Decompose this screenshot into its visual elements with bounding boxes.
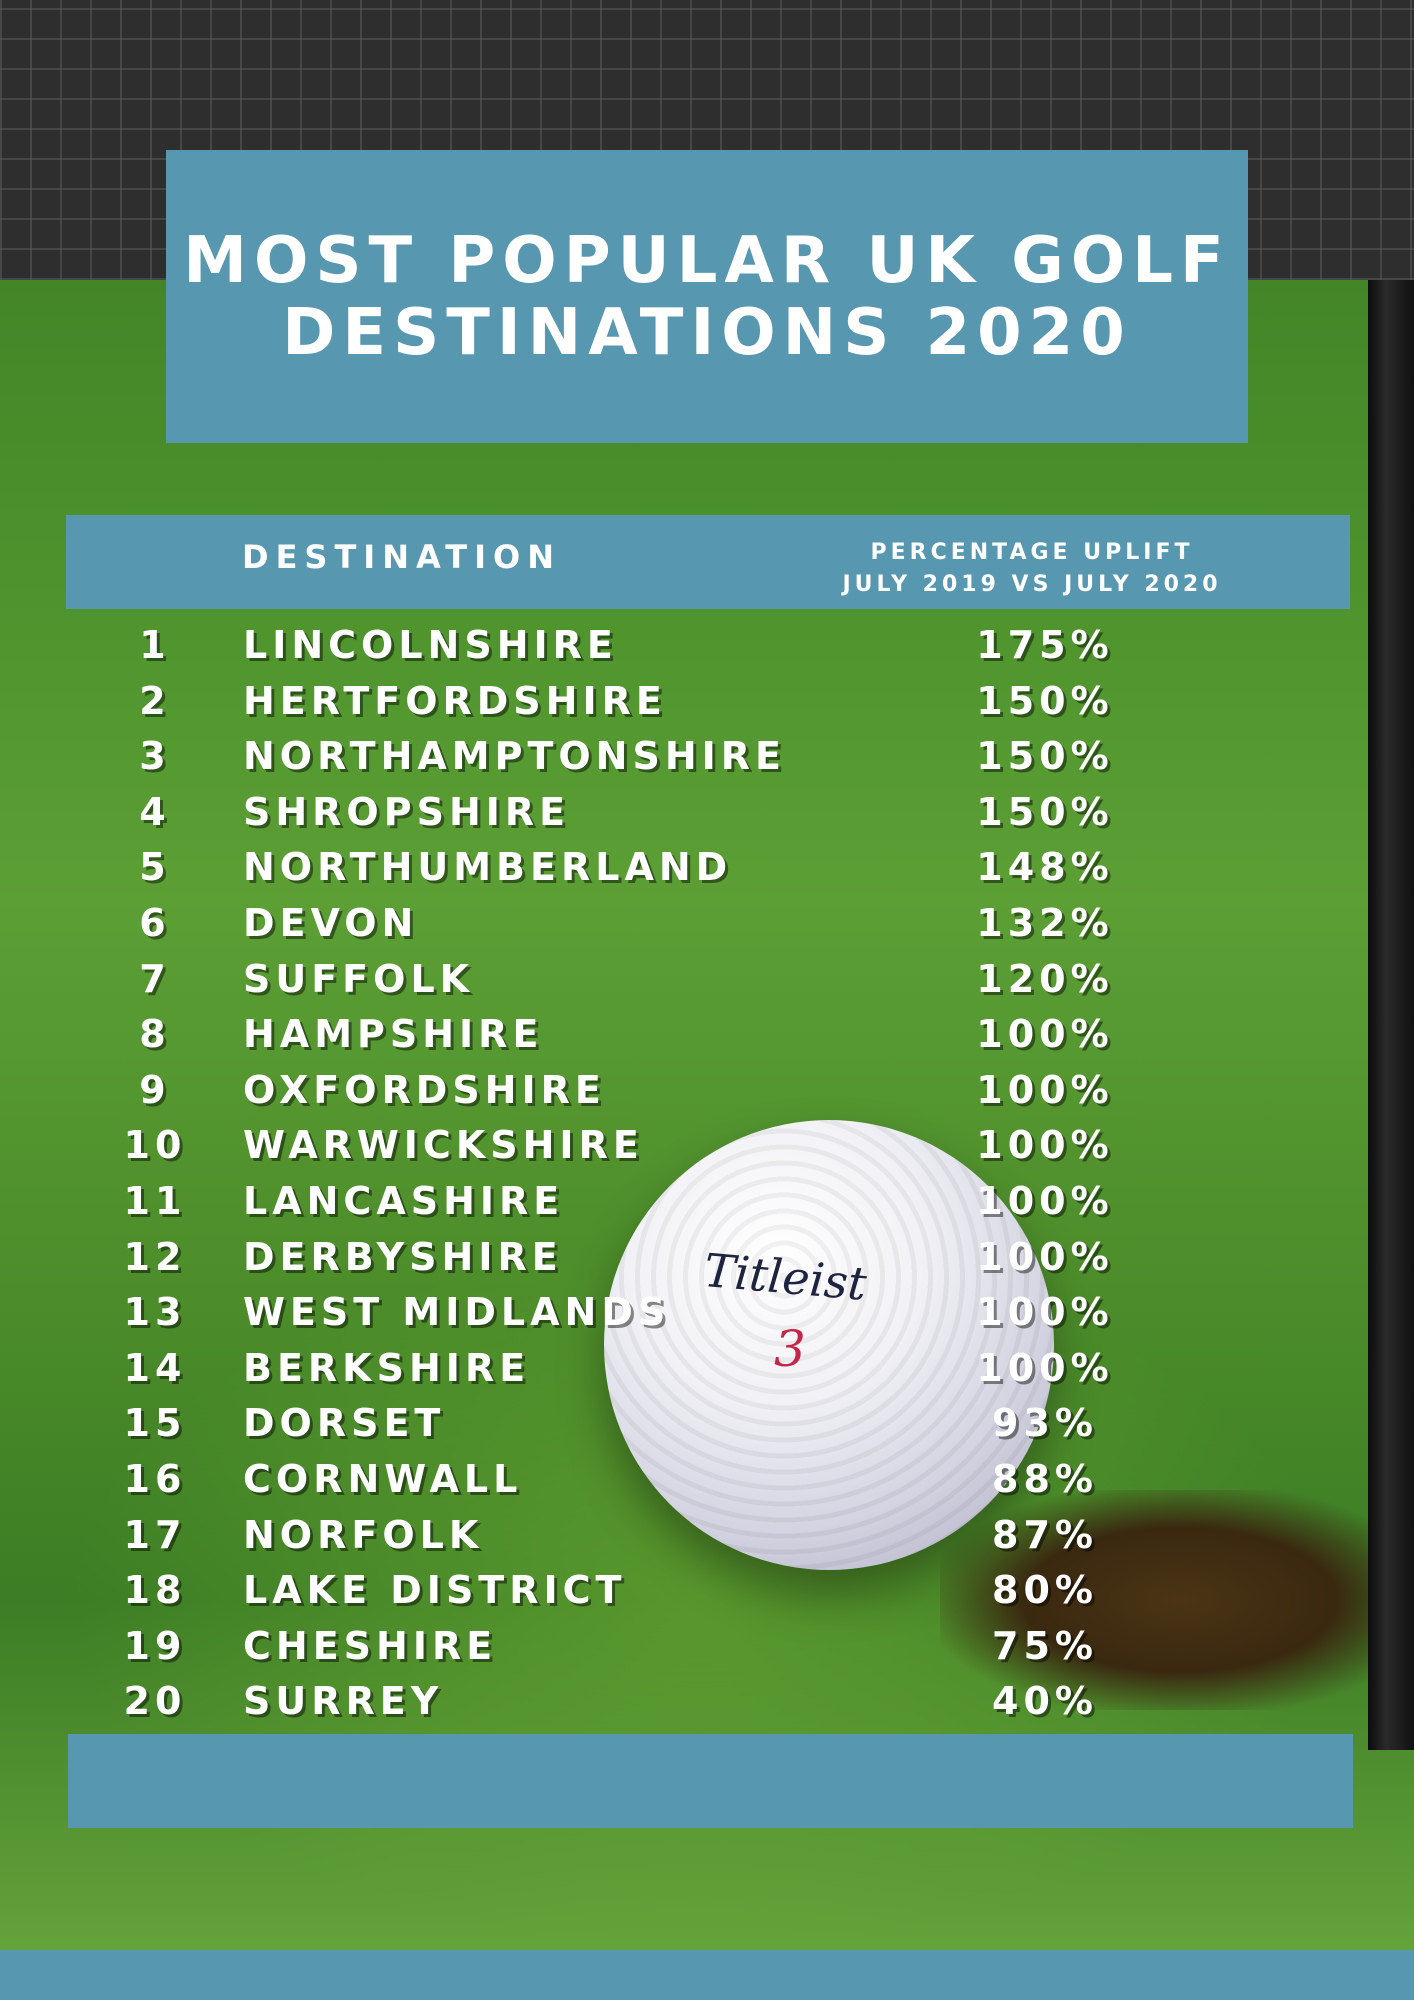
rank-cell: 13 <box>123 1290 187 1335</box>
rank-cell: 18 <box>123 1568 187 1613</box>
table-row: 14 BERKSHIRE 100% <box>0 1341 1414 1397</box>
rank-cell: 14 <box>123 1345 187 1390</box>
uplift-cell: 100% <box>976 1178 1114 1223</box>
table-row: 5 NORTHUMBERLAND 148% <box>0 840 1414 896</box>
uplift-cell: 100% <box>976 1012 1114 1057</box>
uplift-cell: 150% <box>976 678 1114 723</box>
destination-cell: HAMPSHIRE <box>243 1012 544 1057</box>
destination-table: 1 LINCOLNSHIRE 175% 2 HERTFORDSHIRE 150% 3 NORT… <box>0 618 1414 1730</box>
table-row: 2 HERTFORDSHIRE 150% <box>0 674 1414 730</box>
destination-cell: DORSET <box>243 1401 446 1446</box>
table-row: 11 LANCASHIRE 100% <box>0 1174 1414 1230</box>
rank-cell: 7 <box>139 956 171 1001</box>
destination-cell: WEST MIDLANDS <box>243 1290 671 1335</box>
table-row: 12 DERBYSHIRE 100% <box>0 1230 1414 1286</box>
bottom-banner <box>68 1734 1353 1828</box>
table-row: 19 CHESHIRE 75% <box>0 1619 1414 1675</box>
table-row: 20 SURREY 40% <box>0 1674 1414 1730</box>
destination-cell: LANCASHIRE <box>243 1178 565 1223</box>
ball-number: 3 <box>774 1320 806 1378</box>
rank-cell: 3 <box>139 734 171 779</box>
table-row: 16 CORNWALL 88% <box>0 1452 1414 1508</box>
destination-cell: SHROPSHIRE <box>243 789 571 834</box>
destination-cell: BERKSHIRE <box>243 1345 531 1390</box>
table-row: 1 LINCOLNSHIRE 175% <box>0 618 1414 674</box>
rank-cell: 8 <box>139 1012 171 1057</box>
table-header: DESTINATION PERCENTAGE UPLIFT JULY 2019 … <box>66 515 1350 609</box>
uplift-cell: 75% <box>992 1623 1098 1668</box>
uplift-cell: 148% <box>976 845 1114 890</box>
table-row: 7 SUFFOLK 120% <box>0 952 1414 1008</box>
destination-cell: CHESHIRE <box>243 1623 498 1668</box>
uplift-cell: 40% <box>992 1679 1098 1724</box>
footer-bar <box>0 1950 1414 2000</box>
rank-cell: 10 <box>123 1123 187 1168</box>
rank-cell: 12 <box>123 1234 187 1279</box>
destination-cell: SUFFOLK <box>243 956 475 1001</box>
table-row: 15 DORSET 93% <box>0 1396 1414 1452</box>
rank-cell: 19 <box>123 1623 187 1668</box>
uplift-cell: 87% <box>992 1512 1098 1557</box>
uplift-cell: 88% <box>992 1456 1098 1501</box>
rank-cell: 20 <box>123 1679 187 1724</box>
uplift-cell: 175% <box>976 623 1114 667</box>
destination-cell: SURREY <box>243 1679 444 1724</box>
destination-cell: LAKE DISTRICT <box>243 1568 627 1613</box>
destination-cell: LINCOLNSHIRE <box>243 623 618 667</box>
destination-cell: HERTFORDSHIRE <box>243 678 667 723</box>
uplift-cell: 100% <box>976 1067 1114 1112</box>
uplift-cell: 80% <box>992 1568 1098 1613</box>
destination-cell: NORFOLK <box>243 1512 484 1557</box>
golf-hole <box>940 1490 1414 1710</box>
table-row: 8 HAMPSHIRE 100% <box>0 1007 1414 1063</box>
page-title: MOST POPULAR UK GOLF DESTINATIONS 2020 <box>183 223 1231 370</box>
uplift-cell: 93% <box>992 1401 1098 1446</box>
uplift-cell: 100% <box>976 1290 1114 1335</box>
uplift-cell: 100% <box>976 1345 1114 1390</box>
table-row: 9 OXFORDSHIRE 100% <box>0 1063 1414 1119</box>
destination-cell: WARWICKSHIRE <box>243 1123 644 1168</box>
flagpole <box>1368 280 1414 1750</box>
table-row: 4 SHROPSHIRE 150% <box>0 785 1414 841</box>
table-row: 13 WEST MIDLANDS 100% <box>0 1285 1414 1341</box>
rank-cell: 15 <box>123 1401 187 1446</box>
uplift-header-line2: JULY 2019 VS JULY 2020 <box>842 572 1222 597</box>
rank-cell: 5 <box>139 845 171 890</box>
uplift-cell: 100% <box>976 1234 1114 1279</box>
destination-cell: NORTHUMBERLAND <box>243 845 733 890</box>
rank-cell: 2 <box>139 678 171 723</box>
uplift-header-line1: PERCENTAGE UPLIFT <box>870 540 1194 565</box>
golf-ball-image: Titleist 3 <box>604 1120 1054 1570</box>
table-row: 17 NORFOLK 87% <box>0 1508 1414 1564</box>
rank-cell: 9 <box>139 1067 171 1112</box>
rank-cell: 17 <box>123 1512 187 1557</box>
table-row: 3 NORTHAMPTONSHIRE 150% <box>0 729 1414 785</box>
uplift-cell: 120% <box>976 956 1114 1001</box>
uplift-cell: 100% <box>976 1123 1114 1168</box>
rank-cell: 16 <box>123 1456 187 1501</box>
destination-cell: CORNWALL <box>243 1456 523 1501</box>
title-banner: MOST POPULAR UK GOLF DESTINATIONS 2020 <box>166 150 1248 443</box>
uplift-column-header: PERCENTAGE UPLIFT JULY 2019 VS JULY 2020 <box>822 537 1242 601</box>
rank-cell: 4 <box>139 789 171 834</box>
table-row: 6 DEVON 132% <box>0 896 1414 952</box>
destination-cell: DEVON <box>243 900 419 945</box>
uplift-cell: 150% <box>976 789 1114 834</box>
destination-cell: NORTHAMPTONSHIRE <box>243 734 787 779</box>
uplift-cell: 150% <box>976 734 1114 779</box>
destination-column-header: DESTINATION <box>242 538 561 576</box>
rank-cell: 11 <box>123 1178 187 1223</box>
table-row: 18 LAKE DISTRICT 80% <box>0 1563 1414 1619</box>
destination-cell: DERBYSHIRE <box>243 1234 563 1279</box>
destination-cell: OXFORDSHIRE <box>243 1067 606 1112</box>
uplift-cell: 132% <box>976 900 1114 945</box>
table-row: 10 WARWICKSHIRE 100% <box>0 1118 1414 1174</box>
rank-cell: 1 <box>139 623 171 667</box>
rank-cell: 6 <box>139 900 171 945</box>
